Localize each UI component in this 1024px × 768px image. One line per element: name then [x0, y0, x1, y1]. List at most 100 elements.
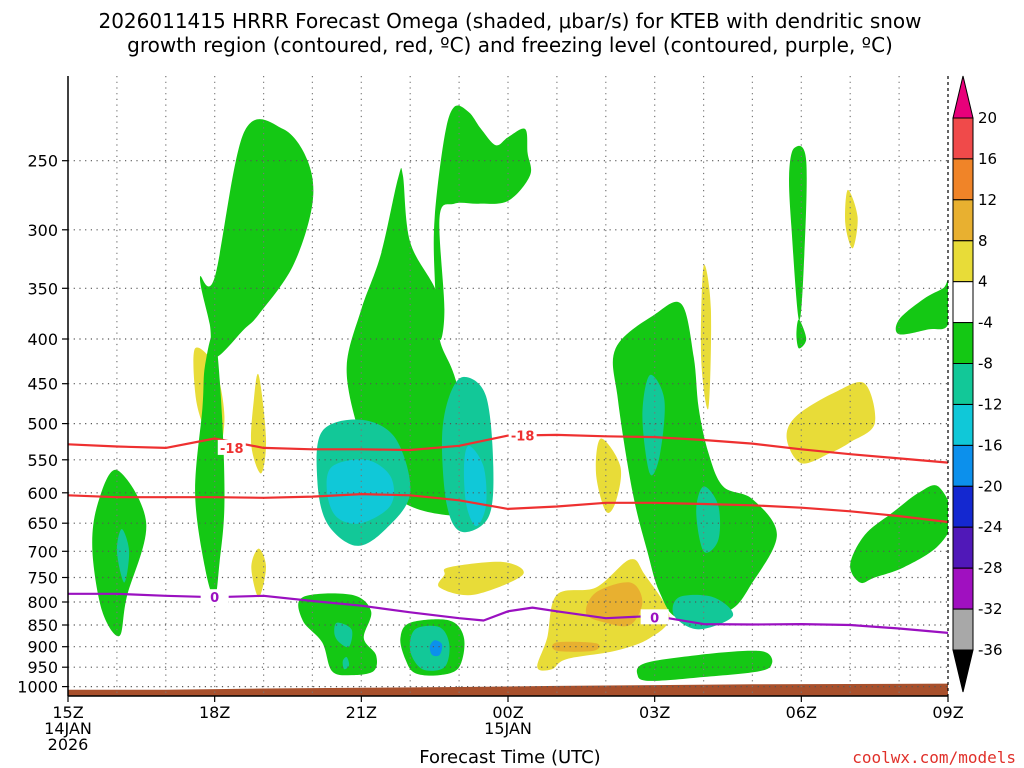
omega-region-27 — [342, 656, 350, 670]
colorbar-label-6: -8 — [978, 355, 993, 373]
credit-text: coolwx.com/models — [852, 748, 1016, 767]
y-tick-label-700: 700 — [27, 542, 58, 561]
dgz-label-0: -18 — [220, 442, 244, 457]
chart-title-line-2: growth region (contoured, red, ºC) and f… — [127, 33, 893, 57]
x-tick-label-6-0: 21Z — [346, 703, 377, 722]
dgz-label-0-bg — [217, 439, 246, 455]
y-tick-label-600: 600 — [27, 484, 58, 503]
colorbar-box-7 — [952, 404, 974, 446]
colorbar-box-3 — [952, 240, 974, 283]
omega-region-9 — [326, 459, 395, 524]
colorbar-label-1: 16 — [978, 150, 997, 168]
y-tick-label-400: 400 — [27, 330, 58, 349]
omega-region-15 — [642, 374, 665, 476]
temperature-contours: -18 -18 0 0 — [67, 427, 949, 634]
y-axis-ticks: 250 300 350 400 450 500 550 600 650 700 750 800 850 9… — [17, 152, 68, 697]
freezing-label-1: 0 — [650, 611, 659, 626]
y-tick-label-550: 550 — [27, 451, 58, 470]
omega-region-31 — [438, 561, 524, 596]
colorbar-box-8 — [952, 444, 974, 487]
y-tick-label-650: 650 — [27, 514, 58, 533]
y-tick-label-300: 300 — [27, 221, 58, 240]
colorbar-box-0 — [952, 117, 974, 160]
freezing-label-0: 0 — [210, 591, 219, 606]
colorbar-label-12: -32 — [978, 600, 1003, 618]
chart-title-line-1: 2026011415 HRRR Forecast Omega (shaded, … — [98, 9, 921, 33]
colorbar-label-5: -4 — [978, 314, 993, 332]
omega-region-3 — [199, 119, 314, 358]
y-tick-label-900: 900 — [27, 638, 58, 657]
colorbar-label-8: -16 — [978, 436, 1003, 454]
omega-region-20 — [796, 319, 807, 349]
colorbar: 20 16 12 8 4 -4 -8 -12 -16 -20 -24 -28 -32 -36 — [952, 75, 1003, 693]
dgz-label-1-bg — [508, 427, 537, 443]
colorbar-label-10: -24 — [978, 518, 1003, 536]
dgz-contour-1 — [67, 493, 949, 524]
y-tick-label-850: 850 — [27, 616, 58, 635]
colorbar-label-2: 12 — [978, 191, 997, 209]
omega-region-30 — [429, 640, 443, 657]
colorbar-box-11 — [952, 567, 974, 610]
colorbar-label-11: -28 — [978, 559, 1003, 577]
x-tick-label-3-0: 18Z — [199, 703, 230, 722]
x-axis-label: Forecast Time (UTC) — [419, 747, 600, 768]
omega-region-18 — [700, 264, 712, 410]
omega-region-6 — [251, 548, 266, 598]
y-tick-label-250: 250 — [27, 152, 58, 171]
omega-region-10 — [433, 105, 532, 341]
x-tick-label-0-1: 14JAN — [44, 719, 92, 738]
omega-region-35 — [636, 650, 773, 681]
x-tick-label-0-2: 2026 — [48, 735, 89, 754]
colorbar-top-triangle — [952, 75, 974, 119]
x-tick-label-18-0: 09Z — [932, 703, 963, 722]
ground-fill — [68, 683, 948, 696]
colorbar-label-13: -36 — [978, 641, 1003, 659]
omega-region-13 — [595, 438, 622, 513]
x-tick-label-12-0: 03Z — [639, 703, 670, 722]
omega-region-22 — [786, 381, 876, 464]
colorbar-box-2 — [952, 199, 974, 242]
ground-surface — [68, 683, 948, 696]
omega-region-33 — [585, 582, 643, 627]
omega-shading — [92, 105, 948, 681]
y-tick-label-450: 450 — [27, 375, 58, 394]
omega-region-29 — [409, 625, 450, 671]
colorbar-box-10 — [952, 526, 974, 569]
omega-region-21 — [845, 189, 858, 249]
y-tick-label-950: 950 — [27, 658, 58, 677]
colorbar-box-5 — [952, 322, 974, 365]
colorbar-box-4 — [952, 281, 974, 324]
freezing-level-contour — [68, 592, 949, 634]
x-tick-label-9-0: 00Z — [492, 703, 523, 722]
colorbar-label-4: 4 — [978, 273, 988, 291]
y-tick-label-350: 350 — [27, 279, 58, 298]
colorbar-box-6 — [952, 363, 974, 405]
y-tick-label-1000: 1000 — [17, 678, 58, 697]
colorbar-bottom-triangle — [952, 649, 974, 693]
colorbar-box-12 — [952, 608, 974, 651]
y-tick-label-800: 800 — [27, 593, 58, 612]
x-tick-label-9-1: 15JAN — [484, 719, 532, 738]
omega-region-19 — [789, 145, 807, 321]
omega-region-1 — [116, 529, 130, 583]
colorbar-label-0: 20 — [978, 109, 997, 127]
freezing-label-1-bg — [640, 609, 669, 625]
y-tick-label-500: 500 — [27, 415, 58, 434]
colorbar-label-7: -12 — [978, 396, 1003, 414]
colorbar-label-3: 8 — [978, 232, 988, 250]
omega-region-26 — [334, 622, 353, 648]
omega-region-24 — [850, 485, 948, 584]
dgz-contour-0 — [67, 433, 949, 464]
x-tick-label-15-0: 06Z — [786, 703, 817, 722]
freezing-label-0-bg — [200, 589, 229, 605]
colorbar-box-1 — [952, 158, 974, 201]
omega-region-23 — [895, 280, 948, 335]
x-tick-label-0-0: 15Z — [52, 703, 83, 722]
colorbar-box-9 — [952, 485, 974, 528]
y-tick-label-750: 750 — [27, 569, 58, 588]
dgz-label-1: -18 — [511, 430, 535, 445]
grid-lines — [68, 76, 948, 696]
omega-region-4 — [195, 332, 225, 598]
